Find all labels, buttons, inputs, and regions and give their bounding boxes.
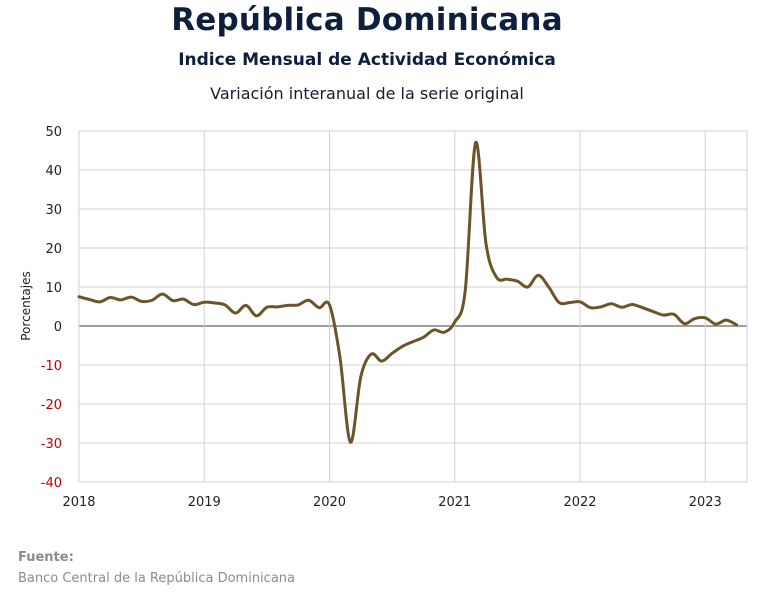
chart-description: Variación interanual de la serie origina… — [210, 84, 524, 103]
x-tick-label: 2023 — [689, 495, 722, 510]
chart-subtitle: Indice Mensual de Actividad Económica — [178, 50, 556, 70]
x-tick-label: 2019 — [188, 495, 221, 510]
series-layer — [77, 141, 739, 444]
y-tick-label: -20 — [41, 398, 62, 413]
y-tick-label: 10 — [45, 281, 62, 296]
y-tick-label: 0 — [54, 320, 62, 335]
y-axis-label: Porcentajes — [19, 271, 33, 340]
y-tick-label: 20 — [45, 242, 62, 257]
x-tick-label: 2021 — [438, 495, 471, 510]
y-tick-label: -10 — [41, 359, 62, 374]
chart-title: República Dominicana — [171, 2, 563, 38]
x-axis: 2018 2019 2020 2021 2022 2023 — [62, 495, 721, 510]
y-tick-label: 30 — [45, 203, 62, 218]
y-tick-label: -40 — [41, 476, 62, 491]
y-axis: 50 40 30 20 10 0 -10 -20 -30 -40 — [41, 125, 62, 491]
x-tick-label: 2022 — [563, 495, 596, 510]
x-tick-label: 2020 — [313, 495, 346, 510]
y-tick-label: -30 — [41, 437, 62, 452]
source-label: Fuente: — [18, 550, 74, 565]
y-tick-label: 50 — [45, 125, 62, 140]
grid — [78, 130, 748, 483]
x-tick-label: 2018 — [62, 495, 95, 510]
series-line — [77, 141, 739, 444]
source-text: Banco Central de la República Dominicana — [18, 571, 295, 586]
y-tick-label: 40 — [45, 164, 62, 179]
